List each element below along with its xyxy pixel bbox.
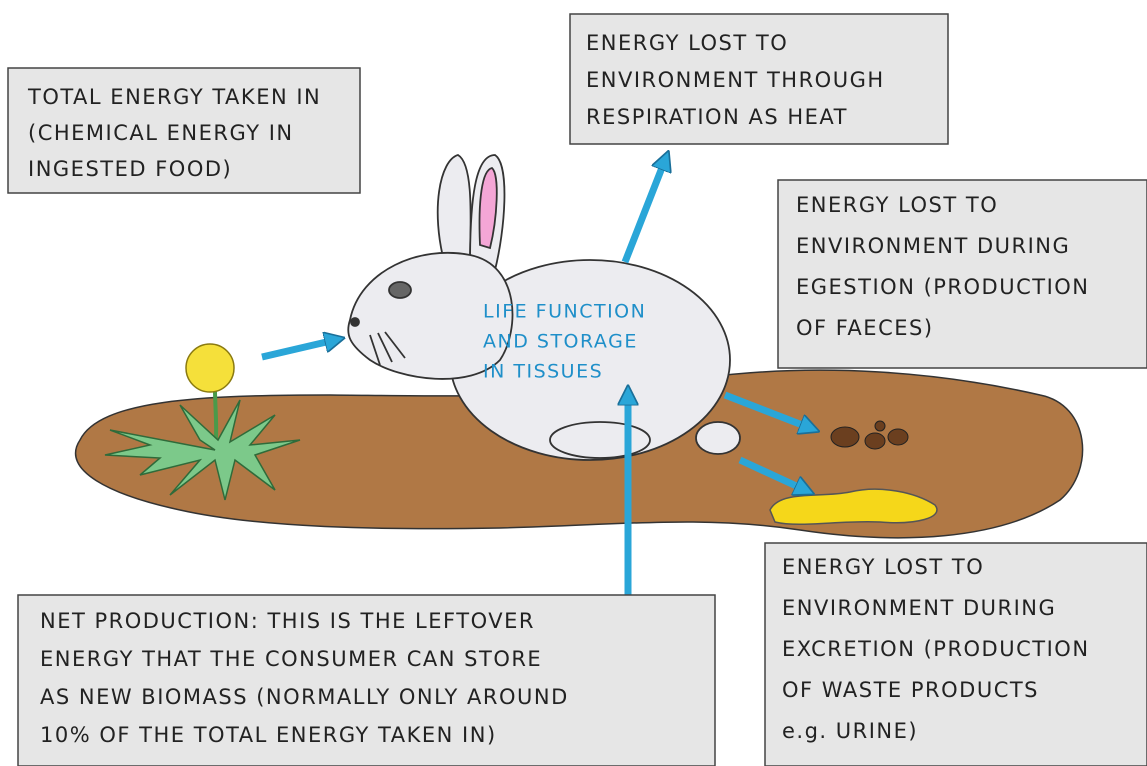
box-text: ENVIRONMENT THROUGH (586, 68, 885, 92)
box-text: RESPIRATION AS HEAT (586, 105, 848, 129)
box-text: EGESTION (PRODUCTION (796, 275, 1090, 299)
diagram: TOTAL ENERGY TAKEN IN (CHEMICAL ENERGY IN… (0, 0, 1147, 766)
box-text: AS NEW BIOMASS (NORMALLY ONLY AROUND (40, 685, 569, 709)
arrow-respiration (625, 160, 665, 262)
center-label: AND STORAGE (483, 331, 638, 353)
box-text: TOTAL ENERGY TAKEN IN (27, 85, 321, 109)
box-text: ENERGY LOST TO (586, 31, 788, 55)
box-text: NET PRODUCTION: THIS IS THE LEFTOVER (40, 609, 535, 633)
box-text: ENVIRONMENT DURING (782, 596, 1056, 620)
box-text: (CHEMICAL ENERGY IN (28, 121, 294, 145)
box-text: e.g. URINE) (782, 719, 918, 743)
box-text: ENERGY LOST TO (782, 555, 984, 579)
box-text: 10% OF THE TOTAL ENERGY TAKEN IN) (40, 723, 497, 747)
box-text: ENERGY THAT THE CONSUMER CAN STORE (40, 647, 542, 671)
box-text: ENVIRONMENT DURING (796, 234, 1070, 258)
box-text: OF FAECES) (796, 316, 934, 340)
center-label: LIFE FUNCTION (483, 301, 646, 323)
box-text: INGESTED FOOD) (28, 157, 232, 181)
box-text: EXCRETION (PRODUCTION (782, 637, 1090, 661)
box-text: OF WASTE PRODUCTS (782, 678, 1039, 702)
arrow-food (262, 340, 335, 357)
center-label: IN TISSUES (483, 361, 603, 383)
box-text: ENERGY LOST TO (796, 193, 998, 217)
